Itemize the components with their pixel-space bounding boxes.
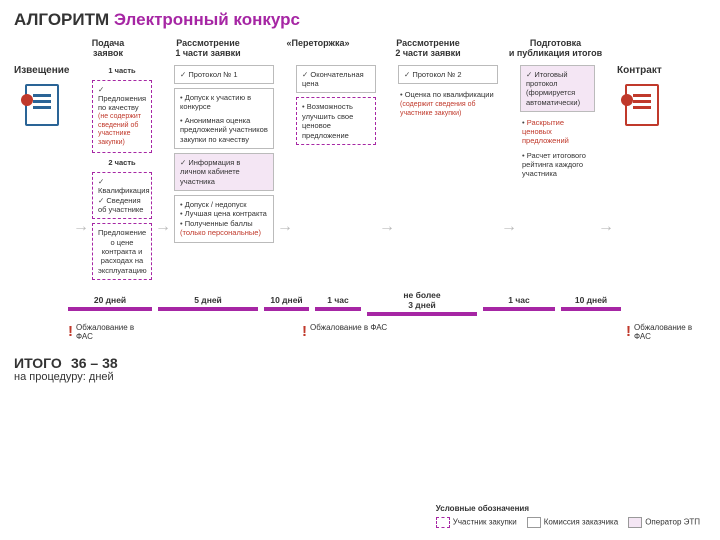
- timeline: 20 дней 5 дней 10 дней 1 час не более 3 …: [14, 290, 706, 319]
- appeal-2: Обжалование в ФАС: [310, 323, 387, 341]
- prep-i1: Итоговый протокол (формируется автоматич…: [526, 70, 589, 108]
- box-final-protocol: Итоговый протокол (формируется автоматич…: [520, 65, 595, 113]
- arrow-icon: →: [155, 65, 171, 281]
- legend-swatch-2: [527, 517, 541, 528]
- rebid-b1: Возможность улучшить свое ценовое предло…: [302, 102, 370, 140]
- page-title: АЛГОРИТМ Электронный конкурс: [14, 10, 706, 30]
- title-part2: Электронный: [114, 10, 234, 29]
- col-prep: Итоговый протокол (формируется автоматич…: [520, 65, 595, 281]
- totals-label: ИТОГО: [14, 355, 62, 371]
- stage-prep: Подготовка и публикация итогов: [498, 38, 613, 59]
- col-review2: Протокол № 2 Оценка по квалификации(соде…: [398, 65, 498, 281]
- tl-1: 20 дней: [94, 295, 126, 305]
- contract-doc-icon: [625, 84, 659, 126]
- prep-b1: Раскрытие ценовых предложений: [522, 118, 593, 145]
- box-part1: Предложения по качеству (не содержит све…: [92, 80, 152, 153]
- col-submission: 1 часть Предложения по качеству (не соде…: [92, 65, 152, 281]
- protocol1-item: Протокол № 1: [180, 70, 268, 79]
- rev1-b2: Анонимная оценка предложений участников …: [180, 116, 268, 144]
- stage-review1: Рассмотрение 1 части заявки: [158, 38, 258, 59]
- box-protocol1: Протокол № 1: [174, 65, 274, 84]
- side-left-label: Извещение: [14, 65, 74, 76]
- rev1-c3: Полученные баллы (только персональные): [180, 219, 268, 238]
- appeal-3: Обжалование в ФАС: [634, 323, 706, 341]
- stage-submission: Подача заявок: [78, 38, 138, 59]
- tl-2: 5 дней: [194, 295, 222, 305]
- box-rebid-opt: Возможность улучшить свое ценовое предло…: [296, 97, 376, 145]
- title-part3: конкурс: [233, 10, 300, 29]
- rev1-b1: Допуск к участию в конкурсе: [180, 93, 268, 112]
- arrow-icon: →: [73, 65, 89, 281]
- tl-5: не более 3 дней: [403, 290, 440, 310]
- part2-item2: Сведения об участнике: [98, 196, 146, 215]
- box-price: Предложение о цене контракта и расходах …: [92, 223, 152, 280]
- excl-icon: !: [626, 323, 631, 341]
- label-part1: 1 часть: [92, 65, 152, 76]
- box-rev1-details: Допуск к участию в конкурсе Анонимная оц…: [174, 88, 274, 149]
- protocol2-item: Протокол № 2: [404, 70, 492, 79]
- arrow-icon: →: [379, 65, 395, 281]
- tl-6: 1 час: [508, 295, 529, 305]
- legend-l3: Оператор ЭТП: [645, 518, 700, 527]
- legend-swatch-3: [628, 517, 642, 528]
- prep-b2: Расчет итогового рейтинга каждого участн…: [522, 151, 593, 178]
- flow-main: Извещение → 1 часть Предложения по качес…: [14, 65, 706, 281]
- part2-item1: Квалификация: [98, 177, 146, 196]
- box-rev1-info: Информация в личном кабинете участника: [174, 153, 274, 191]
- legend-l1: Участник закупки: [453, 518, 517, 527]
- excl-icon: !: [68, 323, 73, 341]
- label-part2: 2 часть: [92, 157, 152, 168]
- box-protocol2: Протокол № 2: [398, 65, 498, 84]
- arrow-icon: →: [501, 65, 517, 281]
- arrow-icon: →: [598, 65, 614, 281]
- rev1-b3: Информация в личном кабинете участника: [180, 158, 268, 186]
- legend-swatch-1: [436, 517, 450, 528]
- part1-note: (не содержит сведений об участнике закуп…: [98, 113, 146, 148]
- rev1-c1: Допуск / недопуск: [180, 200, 268, 209]
- box-prep-details: Раскрытие ценовых предложений Расчет ито…: [520, 116, 595, 180]
- totals-value: 36 – 38: [71, 355, 118, 371]
- box-qual: Оценка по квалификации(содержит сведения…: [398, 88, 498, 119]
- box-rev1-results: Допуск / недопуск Лучшая цена контракта …: [174, 195, 274, 243]
- rev2-b1: Оценка по квалификации(содержит сведения…: [400, 90, 496, 117]
- stage-rebid: «Переторжка»: [278, 38, 358, 48]
- stage-review2: Рассмотрение 2 части заявки: [378, 38, 478, 59]
- appeal-1: Обжалование в ФАС: [76, 323, 152, 341]
- box-final-price: Окончательная цена: [296, 65, 376, 94]
- stage-headers: Подача заявок Рассмотрение 1 части заявк…: [14, 38, 706, 59]
- tl-7: 10 дней: [575, 295, 607, 305]
- totals: ИТОГО 36 – 38 на процедуру: дней: [14, 355, 706, 383]
- legend: Условные обозначения Участник закупки Ко…: [436, 504, 700, 528]
- legend-title: Условные обозначения: [436, 504, 700, 513]
- legend-l2: Комиссия заказчика: [544, 518, 618, 527]
- title-part1: АЛГОРИТМ: [14, 10, 114, 29]
- notice-doc-icon: [25, 84, 59, 126]
- side-right-label: Контракт: [617, 65, 677, 76]
- appeals-row: !Обжалование в ФАС !Обжалование в ФАС !О…: [14, 323, 706, 341]
- col-rebid: Окончательная цена Возможность улучшить …: [296, 65, 376, 281]
- arrow-icon: →: [277, 65, 293, 281]
- tl-3: 10 дней: [270, 295, 302, 305]
- part1-item: Предложения по качеству: [98, 85, 146, 113]
- totals-sub: на процедуру: дней: [14, 371, 114, 383]
- tl-4: 1 час: [327, 295, 348, 305]
- rev1-c2: Лучшая цена контракта: [180, 209, 268, 218]
- rebid-i1: Окончательная цена: [302, 70, 370, 89]
- col-review1: Протокол № 1 Допуск к участию в конкурсе…: [174, 65, 274, 281]
- box-part2: Квалификация Сведения об участнике: [92, 172, 152, 220]
- excl-icon: !: [302, 323, 307, 341]
